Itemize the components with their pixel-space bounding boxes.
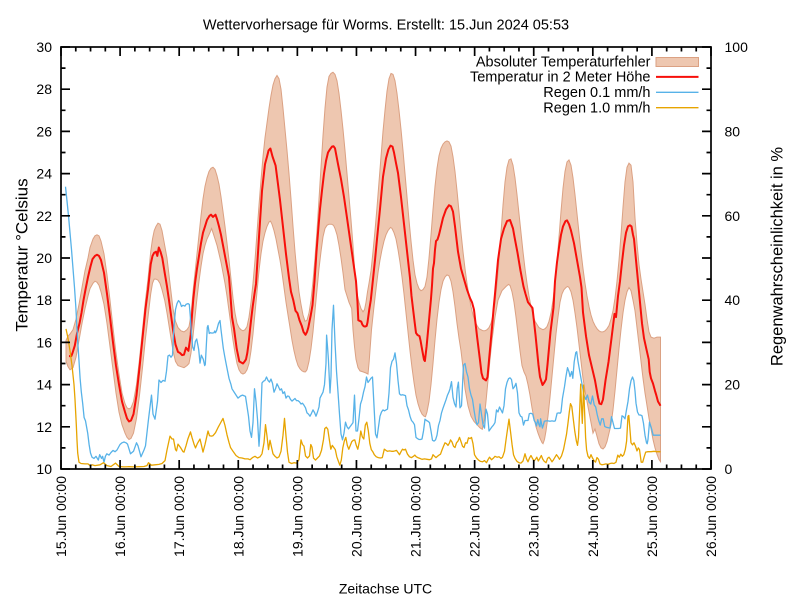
svg-text:23.Jun 00:00: 23.Jun 00:00: [526, 476, 542, 557]
svg-text:Regen 1.0 mm/h: Regen 1.0 mm/h: [543, 101, 650, 117]
svg-text:24.Jun 00:00: 24.Jun 00:00: [585, 476, 601, 557]
svg-text:19.Jun 00:00: 19.Jun 00:00: [289, 476, 305, 557]
svg-text:Absoluter Temperaturfehler: Absoluter Temperaturfehler: [476, 54, 651, 70]
svg-text:25.Jun 00:00: 25.Jun 00:00: [644, 476, 660, 557]
svg-text:100: 100: [725, 39, 749, 55]
svg-text:16.Jun 00:00: 16.Jun 00:00: [112, 476, 128, 557]
svg-text:14: 14: [36, 377, 52, 393]
svg-text:22.Jun 00:00: 22.Jun 00:00: [467, 476, 483, 557]
svg-text:30: 30: [36, 39, 52, 55]
svg-text:0: 0: [725, 461, 733, 477]
svg-text:24: 24: [36, 166, 52, 182]
svg-text:80: 80: [725, 123, 741, 139]
svg-text:Zeitachse UTC: Zeitachse UTC: [339, 581, 432, 597]
svg-text:60: 60: [725, 208, 741, 224]
svg-text:Temperatur °Celsius: Temperatur °Celsius: [13, 178, 32, 331]
svg-text:18.Jun 00:00: 18.Jun 00:00: [230, 476, 246, 557]
svg-text:Regen 0.1 mm/h: Regen 0.1 mm/h: [543, 85, 650, 101]
svg-text:21.Jun 00:00: 21.Jun 00:00: [408, 476, 424, 557]
svg-text:28: 28: [36, 81, 52, 97]
svg-text:20: 20: [36, 250, 52, 266]
svg-text:20.Jun 00:00: 20.Jun 00:00: [349, 476, 365, 557]
svg-text:16: 16: [36, 334, 52, 350]
svg-text:10: 10: [36, 461, 52, 477]
svg-text:Regenwahrscheinlichkeit in %: Regenwahrscheinlichkeit in %: [769, 147, 787, 367]
svg-text:20: 20: [725, 377, 741, 393]
svg-text:26.Jun 00:00: 26.Jun 00:00: [703, 476, 719, 557]
svg-text:26: 26: [36, 123, 52, 139]
svg-text:Wettervorhersage für Worms. Er: Wettervorhersage für Worms. Erstellt: 15…: [203, 18, 569, 34]
svg-text:22: 22: [36, 208, 52, 224]
svg-text:Temperatur in 2 Meter Höhe: Temperatur in 2 Meter Höhe: [470, 70, 651, 86]
svg-text:15.Jun 00:00: 15.Jun 00:00: [53, 476, 69, 557]
svg-text:18: 18: [36, 292, 52, 308]
svg-text:12: 12: [36, 419, 52, 435]
svg-text:17.Jun 00:00: 17.Jun 00:00: [171, 476, 187, 557]
svg-text:40: 40: [725, 292, 741, 308]
